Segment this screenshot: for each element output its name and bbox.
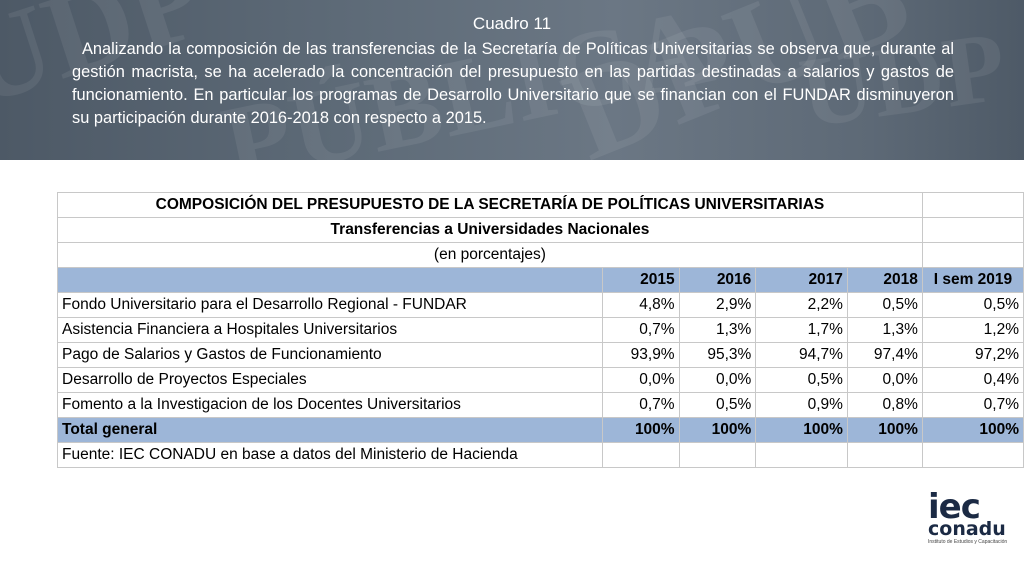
table-cell: 0,5%	[921, 292, 1024, 318]
table-unit-row: (en porcentajes)	[57, 242, 1024, 268]
table-cell: 0,8%	[846, 392, 923, 418]
table-row: Desarrollo de Proyectos Especiales 0,0% …	[57, 367, 1024, 393]
table-cell: 0,5%	[678, 392, 757, 418]
source-note: Fuente: IEC CONADU en base a datos del M…	[57, 442, 603, 468]
column-header: 2018	[846, 267, 923, 293]
table-cell: 0,7%	[601, 392, 680, 418]
column-header: 2015	[601, 267, 680, 293]
total-row: Total general 100% 100% 100% 100% 100%	[57, 417, 1024, 443]
table-cell: 95,3%	[678, 342, 757, 368]
table-cell: 94,7%	[755, 342, 848, 368]
total-cell: 100%	[921, 417, 1024, 443]
table-cell: 0,5%	[846, 292, 923, 318]
header-cell	[57, 267, 603, 293]
table-cell: 1,2%	[921, 317, 1024, 343]
logo-iec-text: iec	[928, 487, 981, 527]
table-title: COMPOSICIÓN DEL PRESUPUESTO DE LA SECRET…	[57, 192, 923, 218]
header-banner: UDP PÚBLICA DPUB UDP Cuadro 11 Analizand…	[0, 0, 1024, 160]
table-row: Asistencia Financiera a Hospitales Unive…	[57, 317, 1024, 343]
column-header: I sem 2019	[921, 267, 1024, 293]
total-cell: 100%	[755, 417, 848, 443]
table-cell: 2,9%	[678, 292, 757, 318]
table-header-row: 2015 2016 2017 2018 I sem 2019	[57, 267, 1024, 293]
table-cell: 0,5%	[755, 367, 848, 393]
table-title-row: COMPOSICIÓN DEL PRESUPUESTO DE LA SECRET…	[57, 192, 1024, 218]
column-header: 2017	[755, 267, 848, 293]
empty-cell	[678, 442, 757, 468]
table-cell: 1,3%	[678, 317, 757, 343]
table-cell: 0,0%	[601, 367, 680, 393]
row-label: Pago de Salarios y Gastos de Funcionamie…	[57, 342, 603, 368]
logo-conadu-text: conadu	[928, 518, 1006, 540]
table-subtitle-row: Transferencias a Universidades Nacionale…	[57, 217, 1024, 243]
empty-cell	[921, 217, 1024, 243]
table-cell: 1,7%	[755, 317, 848, 343]
total-label: Total general	[57, 417, 603, 443]
table-cell: 4,8%	[601, 292, 680, 318]
table-cell: 93,9%	[601, 342, 680, 368]
empty-cell	[601, 442, 680, 468]
table-cell: 0,9%	[755, 392, 848, 418]
table-cell: 97,4%	[846, 342, 923, 368]
empty-cell	[846, 442, 923, 468]
row-label: Asistencia Financiera a Hospitales Unive…	[57, 317, 603, 343]
logo-subtitle: Instituto de Estudios y Capacitación	[928, 539, 1008, 545]
table-row: Fomento a la Investigacion de los Docent…	[57, 392, 1024, 418]
total-cell: 100%	[601, 417, 680, 443]
table-cell: 1,3%	[846, 317, 923, 343]
iec-conadu-logo: iec conadu Instituto de Estudios y Capac…	[928, 490, 1008, 560]
table-subtitle: Transferencias a Universidades Nacionale…	[57, 217, 923, 243]
cuadro-title: Cuadro 11	[472, 14, 552, 33]
intro-paragraph: Analizando la composición de las transfe…	[72, 40, 954, 127]
empty-cell	[755, 442, 848, 468]
table-unit: (en porcentajes)	[57, 242, 923, 268]
budget-table: COMPOSICIÓN DEL PRESUPUESTO DE LA SECRET…	[57, 192, 1024, 468]
table-cell: 0,7%	[921, 392, 1024, 418]
source-row: Fuente: IEC CONADU en base a datos del M…	[57, 442, 1024, 468]
table-row: Fondo Universitario para el Desarrollo R…	[57, 292, 1024, 318]
table-cell: 0,0%	[678, 367, 757, 393]
table-cell: 0,7%	[601, 317, 680, 343]
table-row: Pago de Salarios y Gastos de Funcionamie…	[57, 342, 1024, 368]
table-cell: 2,2%	[755, 292, 848, 318]
table-cell: 0,4%	[921, 367, 1024, 393]
table-cell: 97,2%	[921, 342, 1024, 368]
row-label: Fomento a la Investigacion de los Docent…	[57, 392, 603, 418]
table-cell: 0,0%	[846, 367, 923, 393]
empty-cell	[921, 442, 1024, 468]
column-header: 2016	[678, 267, 757, 293]
row-label: Desarrollo de Proyectos Especiales	[57, 367, 603, 393]
total-cell: 100%	[678, 417, 757, 443]
total-cell: 100%	[846, 417, 923, 443]
empty-cell	[921, 242, 1024, 268]
empty-cell	[921, 192, 1024, 218]
row-label: Fondo Universitario para el Desarrollo R…	[57, 292, 603, 318]
